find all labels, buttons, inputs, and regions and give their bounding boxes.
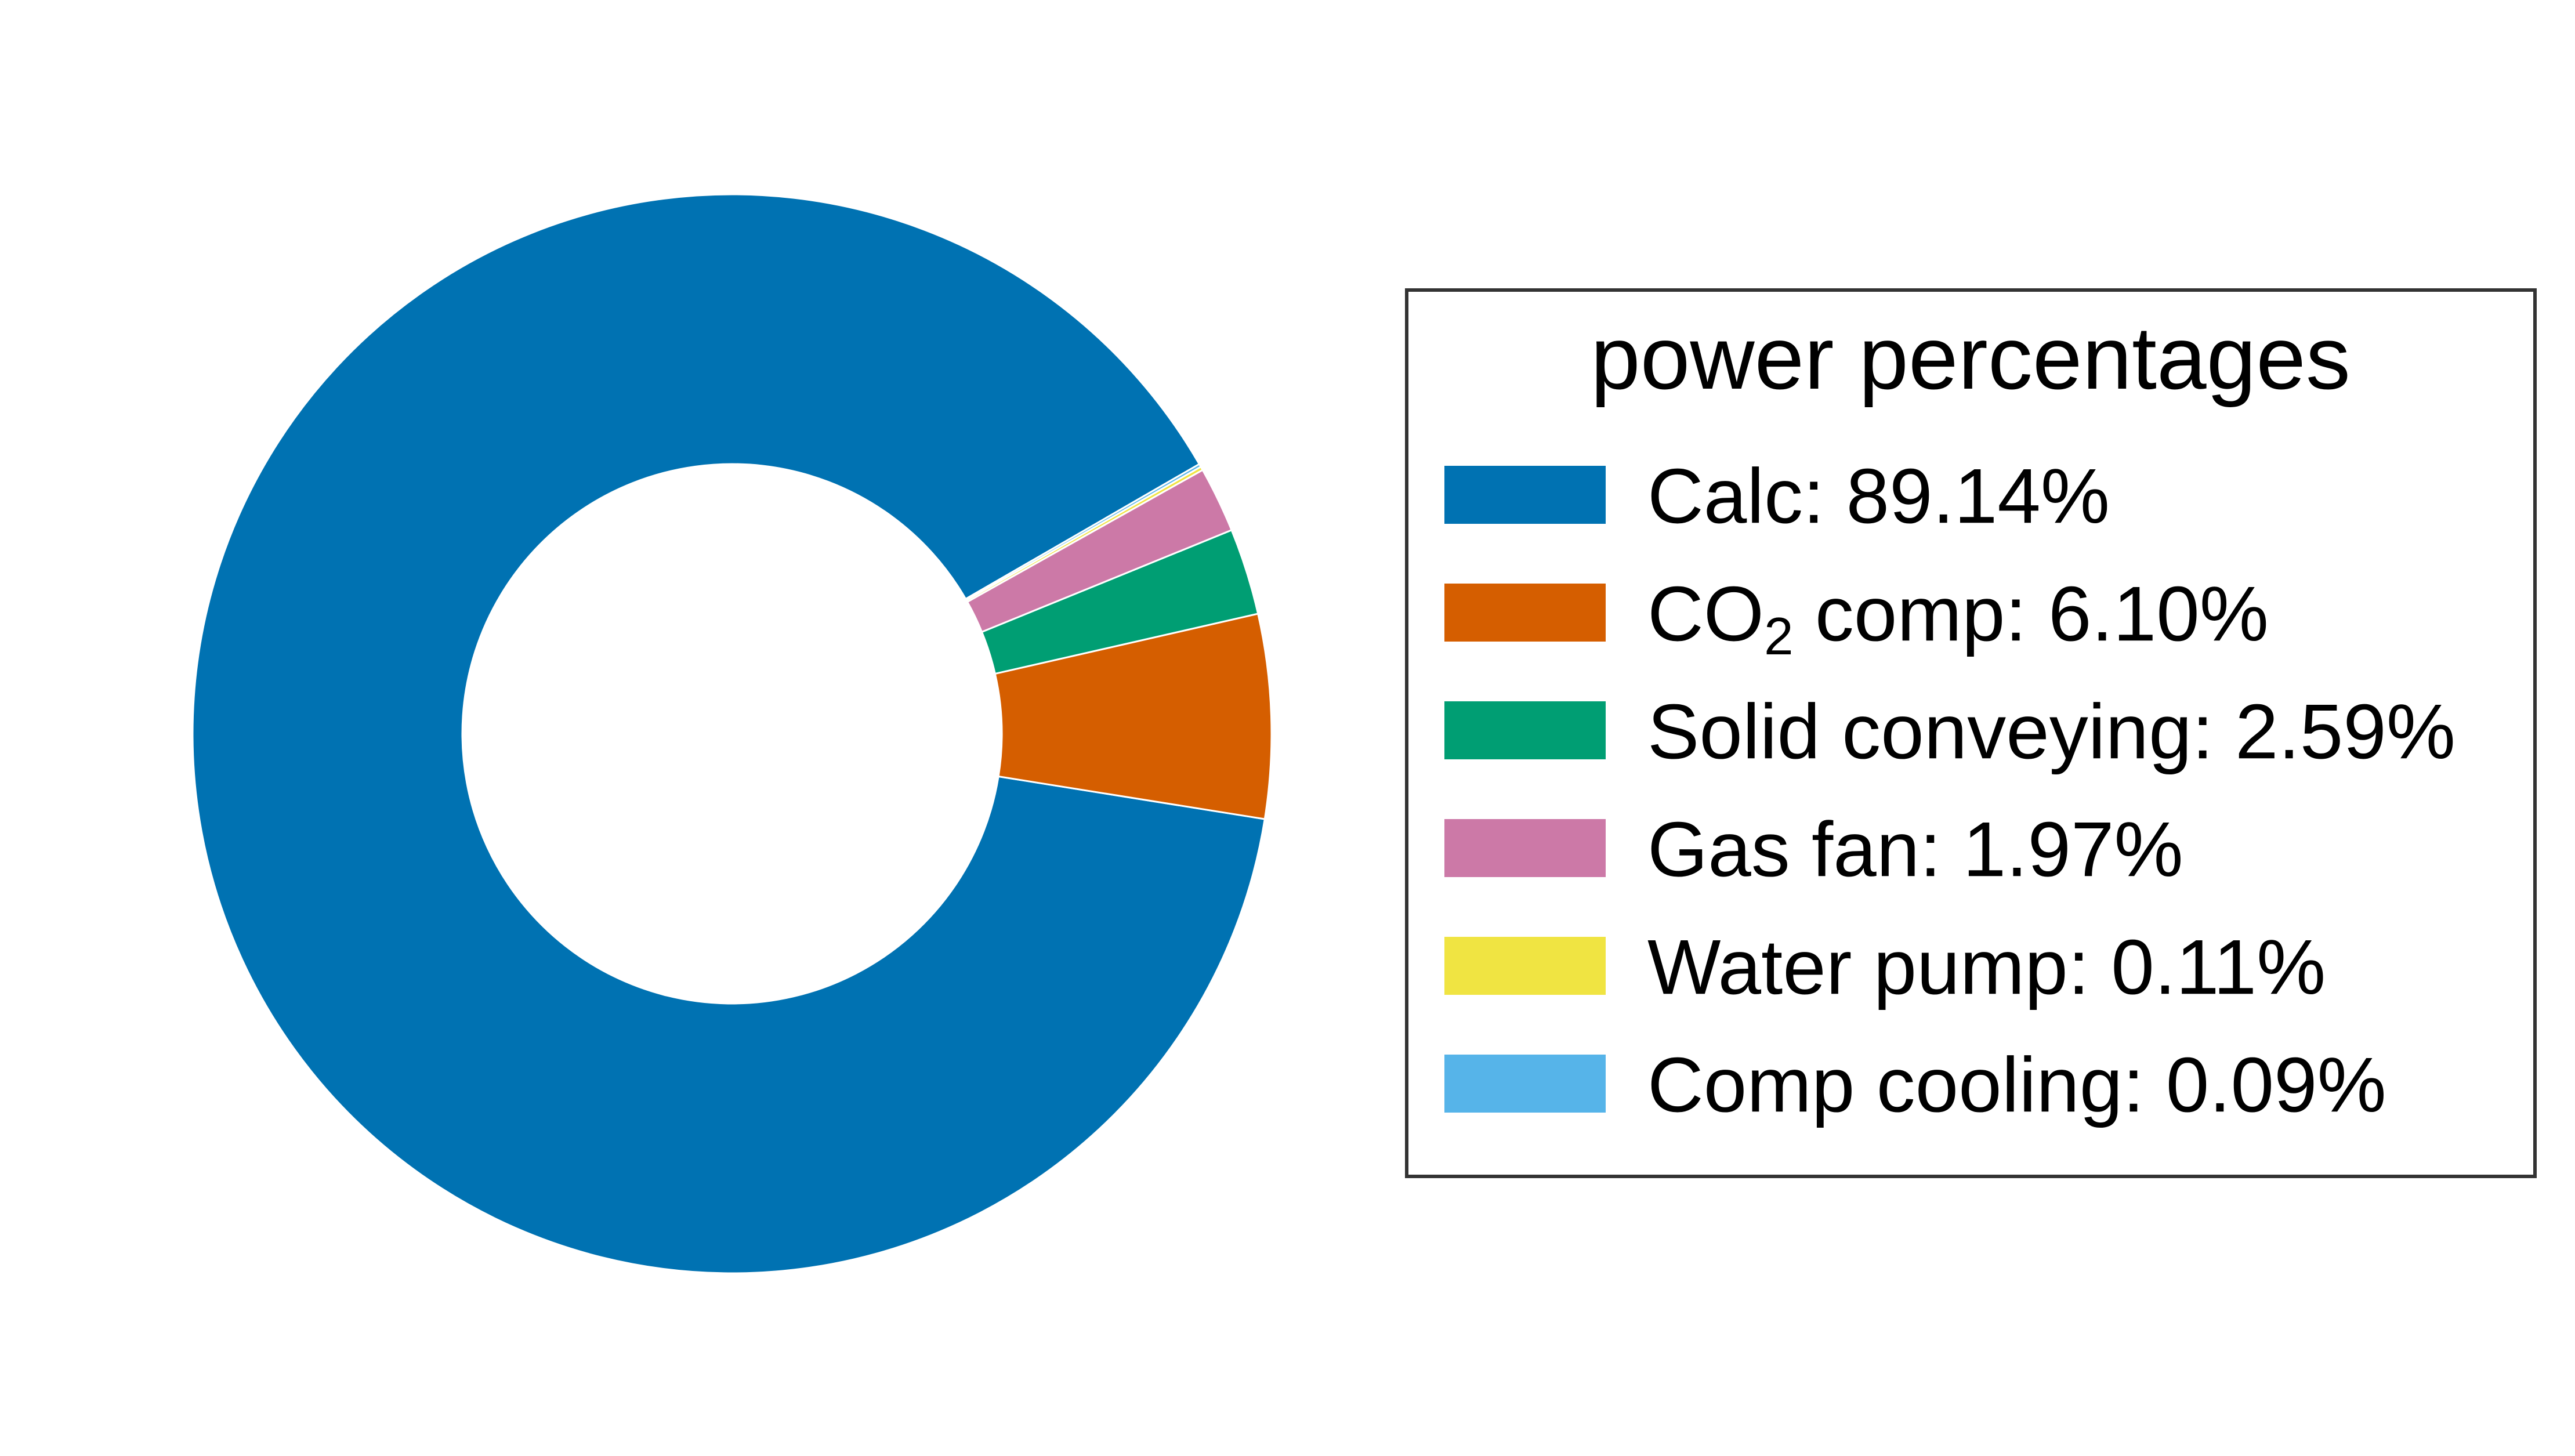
slice-calc xyxy=(191,193,1266,1274)
legend-swatch xyxy=(1444,584,1606,642)
slice-co2-comp xyxy=(994,613,1273,820)
legend-item-gas-fan: Gas fan: 1.97% xyxy=(1444,806,2183,893)
legend-label: CO2 comp: 6.10% xyxy=(1647,571,2269,666)
legend-swatch xyxy=(1444,937,1606,995)
legend-item-co2-comp: CO2 comp: 6.10% xyxy=(1444,571,2269,666)
legend-label: Calc: 89.14% xyxy=(1647,453,2110,539)
slice-comp-cooling xyxy=(964,462,1203,602)
legend: power percentages Calc: 89.14% CO2 comp: … xyxy=(1405,288,2537,1178)
legend-item-calc: Calc: 89.14% xyxy=(1444,453,2110,539)
legend-label: Gas fan: 1.97% xyxy=(1647,806,2183,893)
legend-swatch xyxy=(1444,466,1606,524)
legend-label: Water pump: 0.11% xyxy=(1647,924,2326,1010)
legend-item-solid-conveying: Solid conveying: 2.59% xyxy=(1444,689,2456,775)
legend-swatch xyxy=(1444,819,1606,877)
legend-label: Comp cooling: 0.09% xyxy=(1647,1042,2386,1128)
donut-slices xyxy=(191,193,1273,1274)
legend-label: Solid conveying: 2.59% xyxy=(1647,689,2456,775)
legend-item-water-pump: Water pump: 0.11% xyxy=(1444,924,2326,1010)
legend-swatch xyxy=(1444,701,1606,759)
legend-item-comp-cooling: Comp cooling: 0.09% xyxy=(1444,1042,2386,1128)
legend-swatch xyxy=(1444,1055,1606,1113)
legend-title: power percentages xyxy=(1591,308,2351,408)
legend-items: Calc: 89.14% CO2 comp: 6.10% Solid conveyi… xyxy=(1444,453,2456,1128)
